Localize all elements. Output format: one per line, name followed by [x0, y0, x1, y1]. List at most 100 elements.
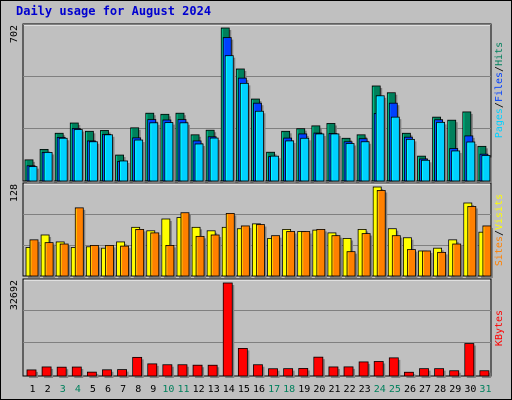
bar-pages — [255, 110, 264, 182]
bar-pages — [270, 155, 279, 182]
x-tick-label: 7 — [120, 384, 126, 395]
bar-pages — [330, 133, 340, 182]
legend-files: Files — [494, 72, 505, 102]
bar-pages — [360, 141, 370, 182]
x-tick-label: 15 — [238, 384, 250, 395]
bar-pages — [421, 159, 430, 182]
bar-sites — [29, 239, 39, 277]
bar-sites — [331, 235, 341, 277]
bar-kbytes — [192, 364, 203, 377]
bar-sites — [240, 225, 250, 277]
bar-kbytes — [419, 368, 429, 377]
bar-sites — [422, 250, 431, 277]
bar-pages — [375, 95, 385, 182]
bar-kbytes — [328, 366, 339, 377]
x-tick-label: 25 — [389, 384, 401, 395]
bar-sites — [180, 212, 190, 277]
x-tick-label: 5 — [90, 384, 96, 395]
bar-pages — [239, 82, 249, 182]
x-tick-label: 9 — [150, 384, 156, 395]
bar-sites — [271, 235, 280, 277]
x-tick-label: 18 — [283, 384, 295, 395]
x-tick-label: 6 — [105, 384, 111, 395]
bar-sites — [59, 243, 69, 277]
bar-kbytes — [26, 369, 37, 377]
x-tick-label: 26 — [404, 384, 416, 395]
bar-pages — [119, 160, 128, 182]
x-tick-label: 16 — [253, 384, 265, 395]
bar-sites — [407, 249, 416, 277]
bar-sites — [150, 232, 160, 277]
bar-kbytes — [102, 369, 112, 377]
bar-pages — [149, 122, 159, 182]
bar-kbytes — [253, 364, 263, 377]
bar-kbytes — [464, 343, 475, 377]
bar-pages — [179, 122, 189, 182]
bar-pages — [315, 133, 325, 182]
legend-sep: / — [494, 102, 505, 108]
x-tick-label: 23 — [359, 384, 371, 395]
bar-pages — [194, 143, 204, 182]
bar-kbytes — [373, 361, 384, 377]
bar-kbytes — [237, 348, 248, 377]
bar-sites — [165, 245, 175, 277]
bar-pages — [134, 139, 144, 182]
x-tick-label: 27 — [419, 384, 431, 395]
bar-sites — [361, 233, 371, 277]
x-tick-label: 8 — [135, 384, 141, 395]
bar-kbytes — [283, 368, 294, 377]
bar-kbytes — [86, 371, 97, 377]
bar-sites — [74, 207, 84, 277]
legend: KBytes — [494, 310, 505, 346]
bar-kbytes — [177, 364, 188, 377]
bar-sites — [256, 224, 265, 277]
bar-kbytes — [268, 368, 278, 377]
bar-pages — [73, 129, 83, 182]
bar-kbytes — [41, 366, 52, 377]
x-tick-label: 29 — [449, 384, 461, 395]
plot-area-3 — [22, 278, 492, 377]
bar-pages — [58, 137, 68, 182]
x-tick-label: 14 — [223, 384, 235, 395]
x-tick-label: 1 — [30, 384, 36, 395]
bar-sites — [195, 235, 205, 277]
bar-kbytes — [479, 370, 490, 377]
legend-kbytes: KBytes — [494, 310, 505, 346]
bar-kbytes — [343, 366, 354, 377]
bar-sites — [286, 231, 296, 277]
bar-pages — [436, 121, 446, 182]
bar-sites — [316, 229, 326, 277]
x-tick-label: 2 — [45, 384, 51, 395]
bar-pages — [300, 137, 310, 182]
bar-pages — [406, 138, 415, 182]
y-max-label-3: 32692 — [9, 280, 20, 310]
x-tick-label: 31 — [479, 384, 491, 395]
bar-pages — [451, 150, 461, 182]
x-tick-label: 21 — [328, 384, 340, 395]
bar-pages — [224, 55, 234, 182]
bar-kbytes — [222, 282, 233, 377]
bar-sites — [467, 206, 477, 277]
bar-sites — [482, 225, 492, 277]
x-tick-label: 24 — [374, 384, 386, 395]
bar-kbytes — [207, 364, 218, 377]
chart-title: Daily usage for August 2024 — [16, 4, 212, 18]
bar-sites — [301, 231, 311, 277]
x-tick-label: 11 — [177, 384, 189, 395]
bar-sites — [437, 251, 447, 277]
bar-kbytes — [56, 366, 67, 377]
bar-kbytes — [132, 356, 143, 377]
bar-pages — [164, 122, 174, 182]
bar-sites — [44, 242, 54, 277]
bar-pages — [209, 137, 219, 182]
x-tick-label: 4 — [75, 384, 81, 395]
bar-kbytes — [404, 371, 414, 377]
legend-hits: Hits — [494, 42, 505, 66]
bar-sites — [346, 251, 356, 277]
legend-visits: Visits — [494, 194, 505, 230]
legend-sites: Sites — [494, 236, 505, 266]
legend: Sites/Visits — [494, 194, 505, 266]
bar-sites — [210, 234, 220, 277]
bar-sites — [376, 190, 386, 277]
